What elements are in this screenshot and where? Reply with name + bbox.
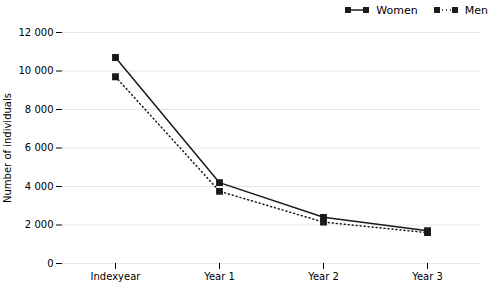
svg-text:Indexyear: Indexyear [91, 271, 142, 282]
svg-text:2 000: 2 000 [25, 219, 54, 230]
svg-text:8 000: 8 000 [25, 104, 54, 115]
svg-text:Year 1: Year 1 [203, 271, 235, 282]
svg-text:Year 3: Year 3 [411, 271, 443, 282]
svg-text:4 000: 4 000 [25, 181, 54, 192]
svg-text:Number of individuals: Number of individuals [2, 93, 13, 203]
svg-text:0: 0 [47, 258, 53, 269]
svg-text:6 000: 6 000 [25, 142, 54, 153]
html-text:Women: Women [376, 3, 418, 17]
svg-text:12 000: 12 000 [19, 27, 54, 38]
svg-text:Year 2: Year 2 [307, 271, 339, 282]
svg-text:10 000: 10 000 [19, 65, 54, 76]
html-text:Men: Men [464, 3, 488, 17]
